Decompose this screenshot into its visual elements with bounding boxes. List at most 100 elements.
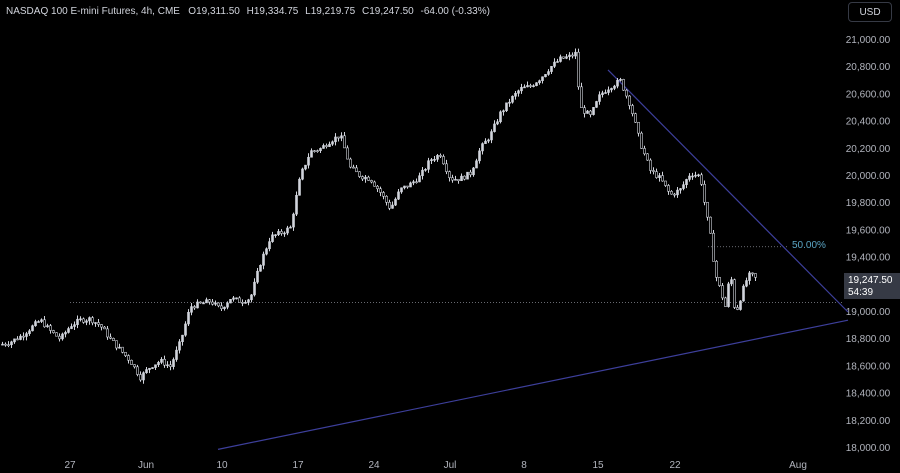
- candle-body: [475, 160, 478, 169]
- candle-body: [214, 302, 217, 305]
- candle-body: [574, 51, 577, 57]
- candle-body: [49, 325, 52, 331]
- candle-body: [256, 270, 259, 283]
- candle-body: [613, 85, 616, 89]
- candle-body: [514, 92, 517, 97]
- candle-body: [403, 185, 406, 189]
- y-tick-label: 18,000.00: [846, 443, 891, 454]
- candle-body: [199, 301, 202, 304]
- candle-body: [121, 346, 124, 353]
- candle-body: [415, 181, 418, 184]
- candle-body: [742, 285, 745, 302]
- candle-body: [730, 279, 733, 285]
- candle-body: [544, 74, 547, 78]
- candle-body: [361, 176, 364, 180]
- candle-body: [466, 171, 469, 180]
- candle-body: [97, 322, 100, 325]
- y-tick-label: 20,000.00: [846, 171, 891, 182]
- candle-body: [46, 325, 49, 328]
- candle-body: [94, 322, 97, 324]
- candle-body: [541, 76, 544, 82]
- close-label: C: [361, 6, 370, 17]
- bar-countdown: 54:39: [848, 287, 874, 298]
- candle-body: [301, 168, 304, 180]
- y-tick-label: 21,000.00: [846, 35, 891, 46]
- candle-body: [271, 234, 274, 242]
- candle-body: [502, 110, 505, 113]
- candle-body: [505, 102, 508, 112]
- candle-body: [55, 332, 58, 337]
- candle-body: [454, 178, 457, 181]
- candle-body: [451, 177, 454, 181]
- candle-body: [349, 158, 352, 168]
- candle-body: [268, 241, 271, 250]
- candle-body: [460, 175, 463, 182]
- candle-body: [577, 51, 580, 88]
- candle-body: [358, 171, 361, 177]
- candle-body: [658, 175, 661, 178]
- candle-body: [667, 185, 670, 192]
- candle-body: [364, 176, 367, 180]
- candle-body: [340, 135, 343, 139]
- candle-body: [322, 145, 325, 149]
- candle-body: [718, 277, 721, 286]
- candle-body: [136, 366, 139, 375]
- candle-body: [619, 79, 622, 81]
- candle-body: [472, 167, 475, 176]
- candle-body: [643, 148, 646, 155]
- low-label: L: [305, 6, 311, 17]
- candle-body: [511, 95, 514, 103]
- symbol-header: NASDAQ 100 E-mini Futures, 4h, CME O19,3…: [6, 6, 490, 17]
- candle-body: [7, 344, 10, 346]
- candle-body: [559, 56, 562, 62]
- currency-button[interactable]: USD: [848, 2, 892, 22]
- candle-body: [250, 294, 253, 301]
- candle-body: [103, 326, 106, 330]
- candle-body: [409, 182, 412, 188]
- x-tick-label: 10: [216, 460, 228, 471]
- candle-body: [10, 341, 13, 346]
- candle-body: [118, 346, 121, 349]
- y-tick-label: 18,800.00: [846, 334, 891, 345]
- candle-body: [190, 306, 193, 313]
- candle-body: [694, 174, 697, 177]
- candle-body: [682, 184, 685, 189]
- candle-body: [217, 302, 220, 307]
- symbol-title: NASDAQ 100 E-mini Futures, 4h, CME: [6, 6, 180, 17]
- candle-body: [649, 159, 652, 171]
- x-tick-label: Aug: [789, 460, 807, 471]
- candle-body: [496, 121, 499, 125]
- candle-body: [625, 89, 628, 97]
- candle-body: [151, 367, 154, 369]
- candle-body: [169, 364, 172, 367]
- candle-body: [328, 143, 331, 147]
- candle-body: [223, 306, 226, 309]
- candle-body: [259, 264, 262, 272]
- candle-body: [679, 188, 682, 191]
- candle-body: [709, 216, 712, 234]
- candle-body: [28, 330, 31, 334]
- candle-body: [70, 326, 73, 329]
- candle-body: [592, 107, 595, 115]
- candle-body: [457, 178, 460, 182]
- candle-body: [628, 95, 631, 106]
- candle-body: [100, 324, 103, 328]
- candle-body: [343, 135, 346, 149]
- candle-body: [376, 185, 379, 190]
- candle-body: [547, 71, 550, 75]
- close-value: 19,247.50: [369, 6, 414, 17]
- candle-body: [160, 358, 163, 363]
- candle-body: [37, 321, 40, 323]
- candle-body: [421, 169, 424, 177]
- candle-body: [184, 323, 187, 336]
- candle-body: [463, 175, 466, 180]
- candle-body: [571, 54, 574, 57]
- candle-body: [145, 369, 148, 374]
- candle-body: [418, 175, 421, 183]
- candle-body: [589, 110, 592, 115]
- candle-body: [130, 359, 133, 365]
- candle-body: [685, 179, 688, 185]
- candle-body: [727, 283, 730, 307]
